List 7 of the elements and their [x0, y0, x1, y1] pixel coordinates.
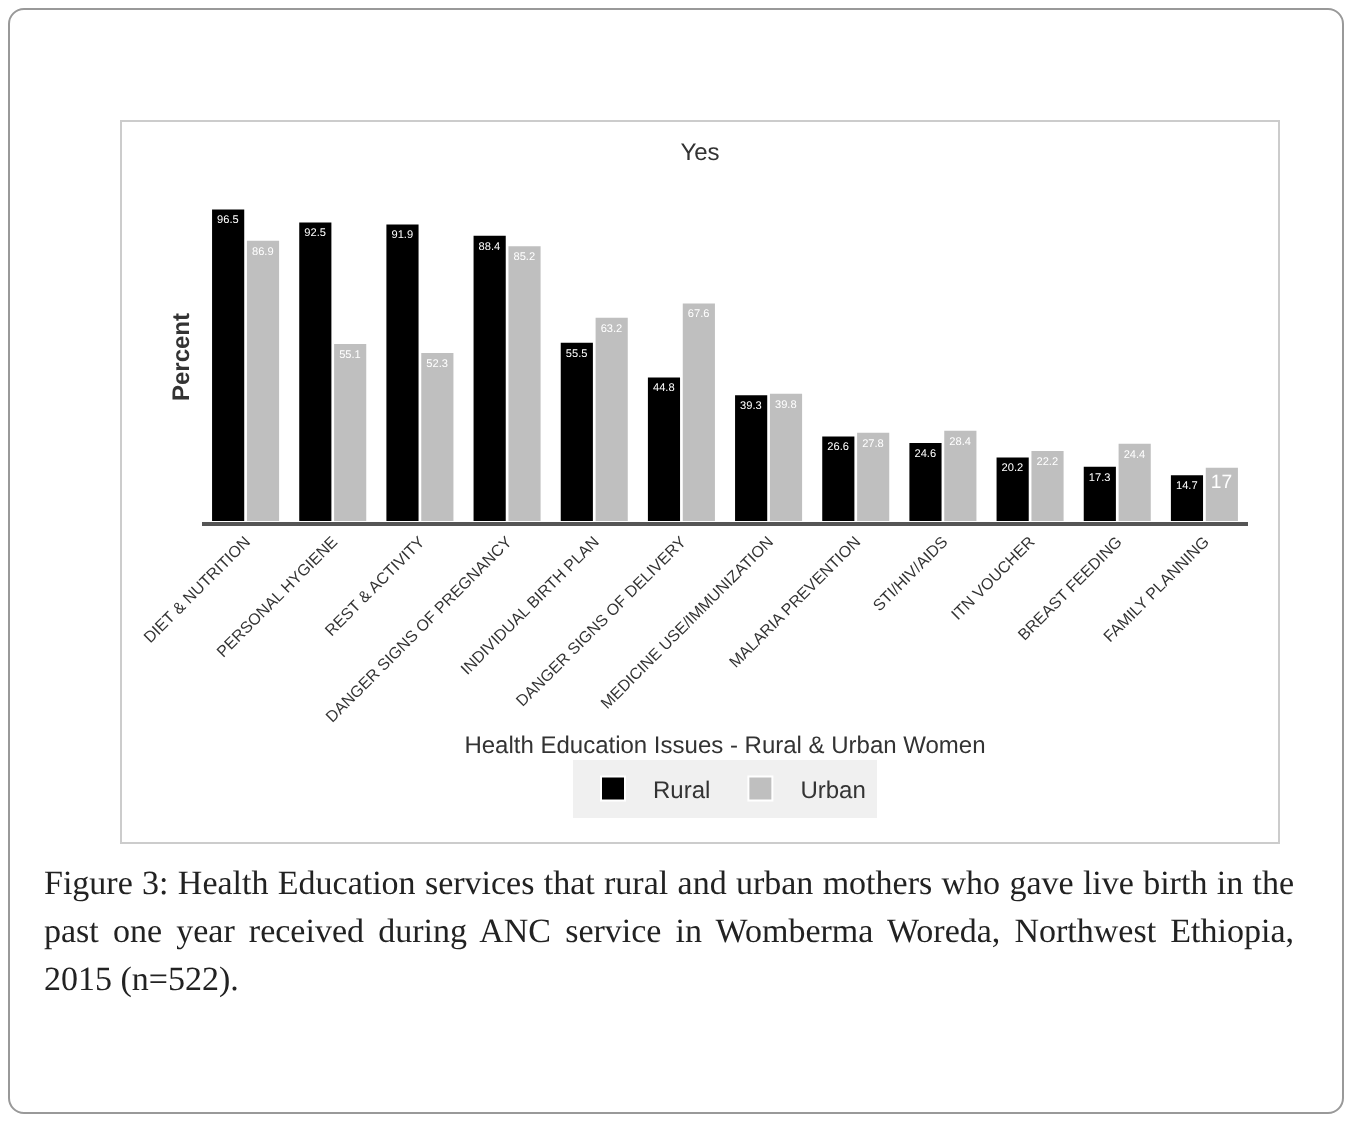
legend-label: Urban [800, 775, 866, 804]
legend-label: Rural [653, 775, 711, 804]
y-axis-title: Percent [166, 312, 195, 402]
data-label: 17 [1210, 472, 1233, 495]
x-axis-title: Health Education Issues - Rural & Urban Women [464, 730, 986, 759]
caption: Figure 3: Health Education services that rural and urban mothers who gave live birth in the past one year received during ANC service in Womberma Woreda, Northwest Ethiopia, 2015 (n=522). [44, 862, 1294, 1002]
chart-title: Yes [680, 138, 720, 167]
